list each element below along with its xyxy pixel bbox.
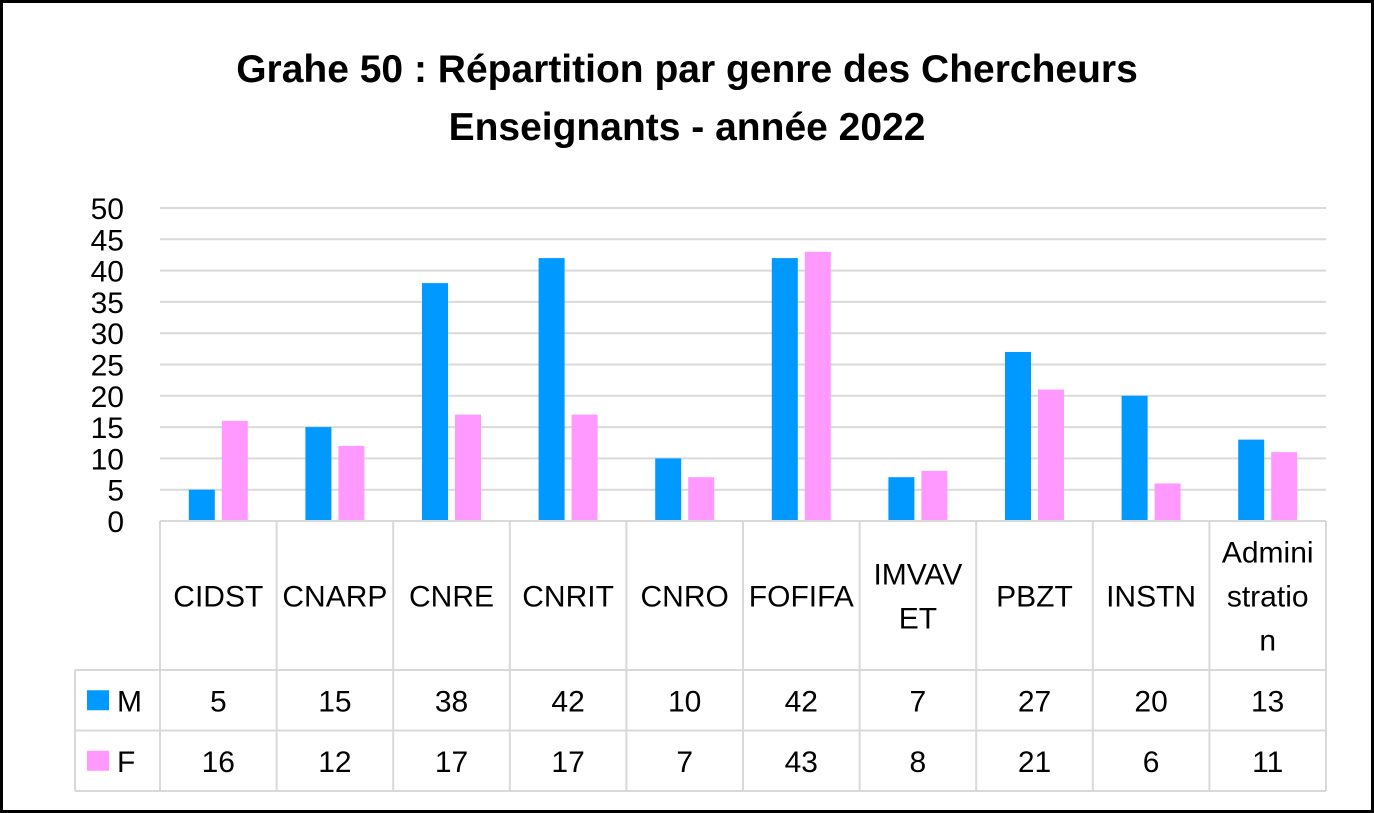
y-tick-label-45: 45 bbox=[91, 224, 124, 257]
category-label-CNARP: CNARP bbox=[282, 581, 387, 614]
legend-key-M bbox=[87, 690, 109, 711]
y-tick-label-5: 5 bbox=[107, 475, 124, 508]
bar-F-CNARP bbox=[338, 445, 365, 521]
category-label-line: PBZT bbox=[996, 581, 1073, 614]
y-tick-label-10: 10 bbox=[91, 443, 124, 476]
chart-title-line-2: Enseignants - année 2022 bbox=[448, 106, 926, 149]
y-tick-label-15: 15 bbox=[91, 412, 124, 445]
legend-label-M: M bbox=[117, 685, 142, 718]
table-value-M-CNRE: 38 bbox=[435, 685, 468, 718]
table-value-M-CNRIT: 42 bbox=[551, 685, 584, 718]
bar-M-IMVAVET bbox=[888, 477, 915, 521]
category-label-INSTN: INSTN bbox=[1106, 581, 1196, 614]
category-label-line: n bbox=[1259, 625, 1276, 658]
chart-title-line-1: Grahe 50 : Répartition par genre des Che… bbox=[236, 48, 1138, 91]
category-label-line: CNRO bbox=[641, 581, 729, 614]
table-value-F-INSTN: 6 bbox=[1143, 746, 1160, 779]
bar-M-Administration bbox=[1238, 439, 1265, 521]
bar-F-INSTN bbox=[1154, 483, 1181, 521]
bar-M-INSTN bbox=[1121, 395, 1148, 521]
bar-M-FOFIFA bbox=[771, 258, 798, 521]
category-label-line: IMVAV bbox=[873, 559, 962, 592]
table-value-F-Administration: 11 bbox=[1252, 746, 1283, 779]
y-tick-label-35: 35 bbox=[91, 287, 124, 320]
y-tick-label-25: 25 bbox=[91, 350, 124, 383]
table-value-F-CNRE: 17 bbox=[435, 746, 468, 779]
table-value-F-CIDST: 16 bbox=[202, 746, 235, 779]
table-value-M-INSTN: 20 bbox=[1134, 685, 1167, 718]
category-label-line: INSTN bbox=[1106, 581, 1196, 614]
y-tick-label-20: 20 bbox=[91, 381, 124, 414]
table-value-F-CNRIT: 17 bbox=[551, 746, 584, 779]
table-value-M-Administration: 13 bbox=[1251, 685, 1284, 718]
y-tick-label-50: 50 bbox=[91, 193, 124, 226]
table-value-F-PBZT: 21 bbox=[1018, 746, 1051, 779]
table-value-M-CNARP: 15 bbox=[318, 685, 351, 718]
bar-F-Administration bbox=[1271, 452, 1298, 521]
chart-title: Grahe 50 : Répartition par genre des Che… bbox=[3, 41, 1371, 157]
category-label-CIDST: CIDST bbox=[173, 581, 263, 614]
bar-F-CNRE bbox=[455, 414, 481, 521]
category-label-Administration: Admini stratio n bbox=[1222, 537, 1314, 658]
table-value-M-CNRO: 10 bbox=[668, 685, 701, 718]
category-label-IMVAVET: IMVAV ET bbox=[873, 559, 962, 636]
bar-F-FOFIFA bbox=[804, 251, 831, 521]
category-label-line: CNRE bbox=[409, 581, 494, 614]
table-value-F-CNARP: 12 bbox=[318, 746, 351, 779]
bar-F-CNRO bbox=[688, 477, 715, 521]
bar-M-CNARP bbox=[305, 427, 332, 521]
bar-M-CNRE bbox=[422, 283, 448, 521]
category-label-line: CNRIT bbox=[522, 581, 614, 614]
table-value-M-CIDST: 5 bbox=[210, 685, 227, 718]
bar-M-CNRO bbox=[655, 458, 682, 521]
table-value-F-FOFIFA: 43 bbox=[785, 746, 818, 779]
category-label-FOFIFA: FOFIFA bbox=[749, 581, 854, 614]
y-tick-label-40: 40 bbox=[91, 256, 124, 289]
table-value-F-CNRO: 7 bbox=[676, 746, 693, 779]
category-label-PBZT: PBZT bbox=[996, 581, 1073, 614]
category-label-line: Admini bbox=[1222, 537, 1314, 570]
bar-M-PBZT bbox=[1005, 351, 1031, 521]
bar-F-IMVAVET bbox=[921, 470, 948, 521]
y-tick-label-0: 0 bbox=[107, 506, 124, 539]
category-label-CNRO: CNRO bbox=[641, 581, 729, 614]
table-value-F-IMVAVET: 8 bbox=[910, 746, 927, 779]
category-label-CNRE: CNRE bbox=[409, 581, 494, 614]
table-value-M-FOFIFA: 42 bbox=[785, 685, 818, 718]
bar-F-PBZT bbox=[1038, 389, 1064, 521]
category-label-CNRIT: CNRIT bbox=[522, 581, 614, 614]
category-label-line: FOFIFA bbox=[749, 581, 854, 614]
table-value-M-IMVAVET: 7 bbox=[910, 685, 927, 718]
category-label-line: CIDST bbox=[173, 581, 263, 614]
bar-M-CIDST bbox=[188, 489, 215, 521]
bar-M-CNRIT bbox=[538, 258, 565, 521]
table-value-M-PBZT: 27 bbox=[1018, 685, 1051, 718]
category-label-line: CNARP bbox=[282, 581, 387, 614]
bar-F-CIDST bbox=[221, 420, 248, 521]
y-tick-label-30: 30 bbox=[91, 318, 124, 351]
legend-label-F: F bbox=[117, 746, 135, 779]
bar-F-CNRIT bbox=[571, 414, 598, 521]
category-label-line: stratio bbox=[1227, 581, 1309, 614]
legend-key-F bbox=[87, 750, 109, 771]
category-label-line: ET bbox=[899, 603, 937, 636]
